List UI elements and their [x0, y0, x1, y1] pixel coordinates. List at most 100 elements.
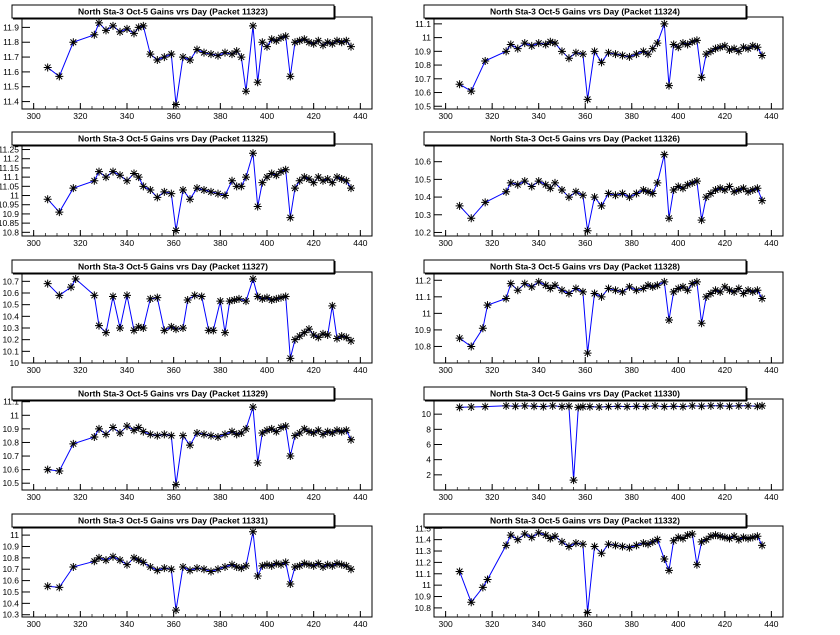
x-tick-label: 360: [578, 365, 592, 375]
chart-panel-2: 300 320 340 360 380 400 420 440 10.5 10.6 10.7 10.8…: [414, 4, 784, 121]
y-tick-label: 10.8: [414, 60, 431, 70]
x-tick-label: 440: [764, 492, 778, 502]
data-point: [242, 561, 250, 570]
y-tick-label: 11: [10, 530, 19, 540]
y-tick-label: 10.5: [2, 478, 19, 488]
x-tick-label: 440: [353, 492, 367, 502]
plot-frame: [21, 271, 373, 364]
data-point: [534, 528, 543, 537]
data-point: [286, 354, 295, 363]
data-point: [130, 553, 138, 562]
data-point: [253, 78, 262, 87]
data-point: [664, 214, 673, 223]
data-point: [702, 292, 711, 301]
data-point: [753, 402, 762, 411]
data-point: [214, 433, 222, 442]
y-tick-label: 10.8: [2, 227, 19, 237]
chart-panel-3: 300 320 340 360 380 400 420 440 10.810.8510.910.…: [0, 131, 373, 248]
x-tick-label: 340: [532, 238, 546, 248]
data-point: [539, 402, 548, 411]
data-point: [235, 294, 243, 303]
data-point: [300, 173, 309, 182]
data-point: [305, 174, 313, 183]
data-point: [221, 430, 229, 439]
data-point: [90, 176, 99, 185]
data-point: [286, 452, 295, 461]
data-point: [90, 291, 99, 300]
data-point: [632, 286, 641, 295]
data-point: [678, 184, 687, 193]
data-point: [237, 564, 246, 573]
x-tick-label: 320: [73, 365, 87, 375]
x-tick-label: 340: [120, 492, 134, 502]
data-point: [653, 281, 662, 290]
data-point: [706, 289, 715, 298]
x-tick-label: 320: [73, 111, 87, 121]
data-point: [739, 43, 748, 52]
chart-title: North Sta-3 Oct-5 Gains vrs Day (Packet …: [78, 516, 268, 526]
y-tick-label: 10.3: [2, 323, 19, 333]
data-point: [319, 430, 327, 439]
x-tick-label: 420: [307, 365, 321, 375]
data-point: [172, 480, 180, 489]
data-point: [249, 527, 257, 536]
y-tick-label: 11.25: [0, 145, 19, 155]
data-point: [167, 431, 176, 440]
y-tick-label: 10.5: [414, 101, 431, 111]
data-point: [678, 282, 687, 291]
data-point: [583, 349, 592, 358]
y-tick-label: 11.1: [415, 19, 431, 29]
chart-title: North Sta-3 Oct-5 Gains vrs Day (Packet …: [78, 262, 268, 272]
data-point: [319, 329, 327, 338]
chart-panel-9: 300 320 340 360 380 400 420 440 10.3 10.410.510.6…: [2, 513, 373, 629]
data-point: [674, 43, 683, 52]
x-tick-label: 340: [532, 619, 546, 629]
data-point: [613, 402, 622, 411]
chart-title: North Sta-3 Oct-5 Gains vrs Day (Packet …: [78, 7, 268, 17]
data-point: [43, 279, 52, 288]
data-point: [716, 184, 725, 193]
data-point: [571, 284, 580, 293]
data-point: [697, 402, 706, 411]
chart-panel-6: 300 320 340 360 380 400 420 440 10.8 10.9 11 11.1 11…: [414, 259, 784, 375]
data-point: [281, 165, 290, 174]
x-tick-label: 400: [671, 619, 685, 629]
data-point: [550, 281, 559, 290]
data-point: [669, 186, 678, 194]
data-point: [720, 41, 729, 50]
data-point: [625, 282, 634, 291]
data-point: [328, 561, 337, 570]
data-point: [734, 186, 743, 194]
y-tick-label: 10.8: [2, 553, 19, 563]
chart-title: North Sta-3 Oct-5 Gains vrs Day (Packet …: [490, 7, 680, 17]
data-point: [328, 39, 337, 48]
data-point: [102, 26, 110, 35]
data-point: [583, 608, 592, 617]
data-point: [123, 560, 131, 569]
data-point: [249, 149, 257, 158]
title-box: [423, 4, 747, 19]
data-point: [179, 186, 187, 194]
data-point: [506, 178, 515, 187]
data-point: [758, 401, 767, 410]
y-tick-label: 10.5: [2, 587, 19, 597]
data-point: [139, 558, 148, 567]
data-point: [748, 41, 757, 50]
data-point: [564, 193, 573, 202]
data-point: [644, 540, 653, 549]
data-point: [67, 283, 75, 292]
data-point: [263, 560, 271, 569]
y-tick-label: 10.7: [2, 276, 19, 286]
data-point: [139, 427, 148, 436]
x-tick-label: 420: [718, 619, 732, 629]
data-point: [109, 552, 117, 561]
data-point: [753, 43, 762, 52]
data-point: [590, 289, 599, 298]
data-point: [618, 287, 627, 296]
data-point: [319, 562, 327, 571]
x-tick-label: 380: [625, 238, 639, 248]
data-point: [237, 182, 246, 191]
chart-title: North Sta-3 Oct-5 Gains vrs Day (Packet …: [490, 516, 680, 526]
data-point: [272, 171, 281, 180]
data-point: [546, 184, 555, 193]
